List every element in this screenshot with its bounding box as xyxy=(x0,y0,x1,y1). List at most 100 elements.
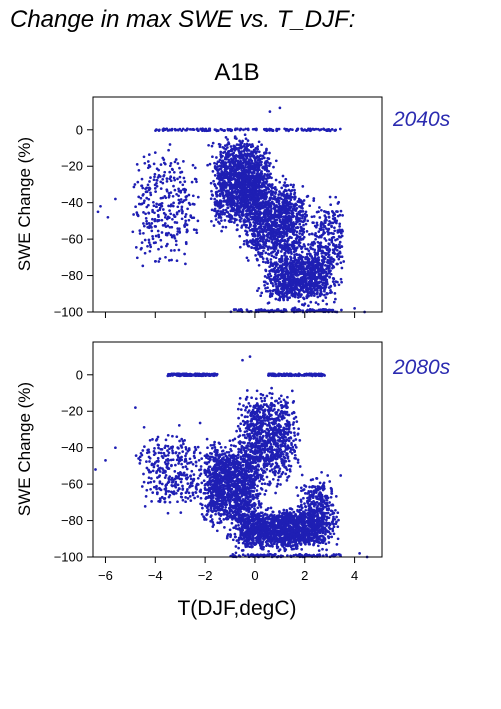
data-point xyxy=(167,204,170,208)
data-point xyxy=(227,158,231,162)
data-point xyxy=(177,462,180,465)
data-point xyxy=(147,197,151,201)
data-point xyxy=(334,195,338,199)
data-point xyxy=(176,128,180,132)
data-point xyxy=(270,222,274,225)
data-point xyxy=(328,219,331,223)
data-point xyxy=(282,294,286,297)
data-point xyxy=(264,182,268,185)
data-point xyxy=(176,500,179,504)
data-point xyxy=(186,497,190,500)
data-point xyxy=(165,244,168,248)
data-point xyxy=(301,255,305,259)
data-point xyxy=(256,231,260,235)
data-point xyxy=(311,221,315,224)
data-point xyxy=(309,293,312,297)
data-point xyxy=(248,163,251,167)
data-point xyxy=(245,155,248,159)
data-point xyxy=(288,261,292,264)
data-point xyxy=(229,185,232,188)
data-point xyxy=(262,189,266,193)
data-point xyxy=(337,257,341,261)
data-point xyxy=(233,217,237,221)
data-point xyxy=(248,196,252,200)
data-point xyxy=(269,211,273,214)
data-point xyxy=(324,296,328,299)
data-point xyxy=(250,185,254,188)
data-point xyxy=(272,255,276,259)
data-point xyxy=(250,145,254,148)
data-point xyxy=(219,201,223,205)
data-point xyxy=(285,255,288,258)
data-point xyxy=(155,487,158,491)
data-point xyxy=(169,175,173,178)
data-point xyxy=(267,275,271,279)
data-point xyxy=(265,164,268,167)
data-point xyxy=(300,204,304,208)
data-point xyxy=(179,189,183,193)
data-point xyxy=(275,214,278,218)
data-point xyxy=(289,227,293,231)
data-point xyxy=(135,256,139,260)
data-point xyxy=(269,225,272,229)
data-point xyxy=(327,212,330,215)
data-point xyxy=(242,184,245,188)
data-point xyxy=(149,176,152,179)
data-point xyxy=(260,160,263,164)
data-point xyxy=(294,248,298,252)
data-point xyxy=(275,233,278,237)
data-point xyxy=(165,463,169,467)
data-point xyxy=(297,259,301,262)
data-point xyxy=(154,190,157,193)
data-point xyxy=(268,151,271,155)
data-point xyxy=(312,199,316,202)
data-point xyxy=(170,167,174,171)
data-point xyxy=(279,225,283,229)
data-point xyxy=(323,237,327,240)
data-point xyxy=(216,190,219,194)
data-point xyxy=(164,233,168,237)
data-point xyxy=(188,457,192,461)
data-point xyxy=(192,128,196,132)
data-point xyxy=(285,183,289,187)
data-point xyxy=(164,438,168,442)
data-point xyxy=(274,291,278,295)
data-point xyxy=(187,193,191,197)
data-point xyxy=(223,212,226,216)
data-point xyxy=(269,263,273,266)
data-point xyxy=(170,483,174,487)
data-point xyxy=(268,289,272,293)
data-point xyxy=(298,289,302,292)
data-point xyxy=(138,232,142,235)
data-point xyxy=(262,280,266,284)
data-point xyxy=(217,212,221,216)
data-point xyxy=(256,183,260,187)
data-point xyxy=(223,144,227,147)
data-point xyxy=(229,182,233,186)
data-point xyxy=(317,281,321,284)
data-point xyxy=(310,269,314,273)
data-point xyxy=(181,465,185,469)
data-point xyxy=(256,168,260,171)
data-point xyxy=(265,129,269,132)
data-point xyxy=(294,226,298,230)
data-point xyxy=(279,250,283,253)
data-point xyxy=(229,161,233,164)
data-point xyxy=(142,155,146,159)
data-point xyxy=(303,302,307,306)
data-point xyxy=(170,225,174,229)
data-point xyxy=(170,128,174,132)
data-point xyxy=(233,149,237,152)
data-point xyxy=(217,177,221,181)
data-point xyxy=(278,265,282,269)
data-point xyxy=(136,180,140,184)
data-point xyxy=(266,245,269,249)
data-point xyxy=(295,214,299,218)
data-point xyxy=(260,246,263,249)
data-point xyxy=(224,136,228,139)
data-point xyxy=(207,143,210,147)
data-point xyxy=(189,499,193,502)
data-point xyxy=(168,500,172,504)
data-point xyxy=(273,249,276,253)
data-point xyxy=(302,279,306,283)
